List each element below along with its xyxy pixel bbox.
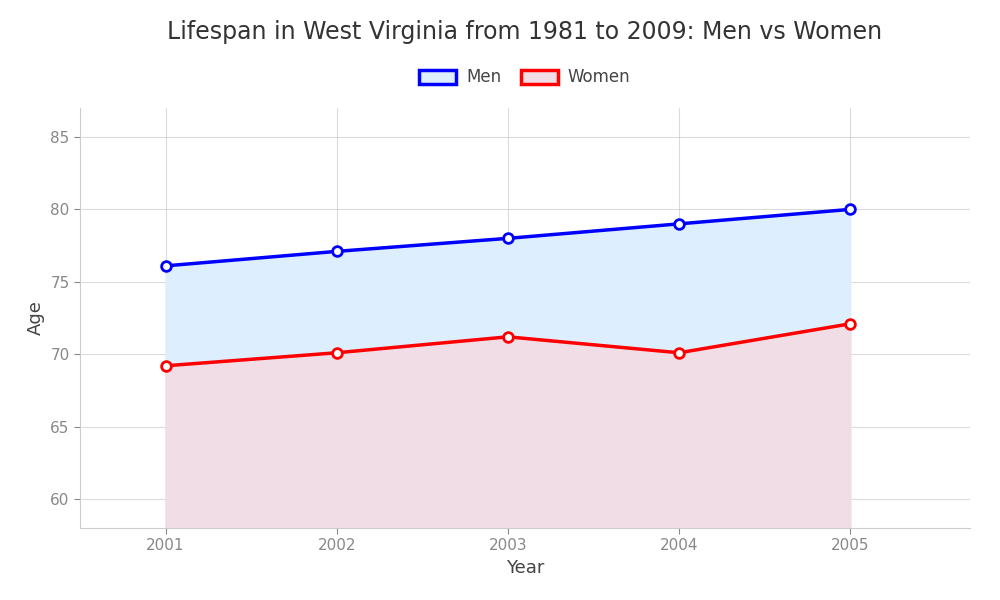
Legend: Men, Women: Men, Women: [413, 62, 637, 93]
Title: Lifespan in West Virginia from 1981 to 2009: Men vs Women: Lifespan in West Virginia from 1981 to 2…: [167, 20, 883, 44]
Y-axis label: Age: Age: [27, 301, 45, 335]
X-axis label: Year: Year: [506, 559, 544, 577]
